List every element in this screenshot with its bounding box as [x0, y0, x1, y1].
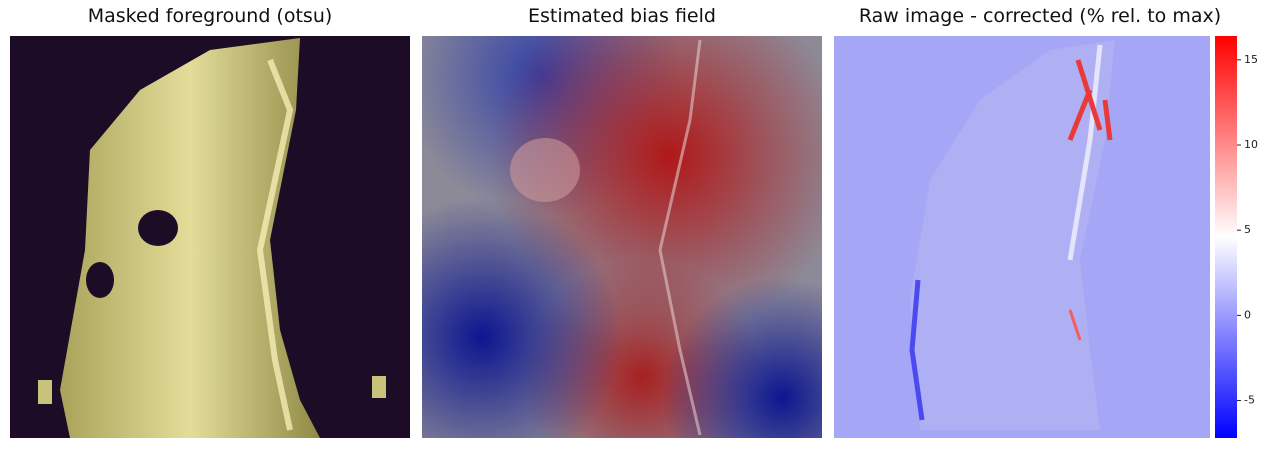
- colorbar: [1215, 36, 1237, 438]
- colorbar-tick-label: 5: [1244, 223, 1251, 236]
- panel-title: Raw image - corrected (% rel. to max): [859, 5, 1221, 27]
- figure: Masked foreground (otsu) Estimated bias …: [0, 0, 1266, 459]
- colorbar-tick-label: -5: [1244, 394, 1255, 407]
- difference-image: [834, 36, 1210, 438]
- colorbar-tick-label: 15: [1244, 53, 1258, 66]
- panel-title: Estimated bias field: [528, 5, 716, 27]
- panel-title: Masked foreground (otsu): [88, 5, 333, 27]
- bias-field-image: [422, 36, 822, 438]
- masked-foreground-image: [10, 36, 410, 438]
- colorbar-tick-label: 10: [1244, 138, 1258, 151]
- colorbar-tick-label: 0: [1244, 308, 1251, 321]
